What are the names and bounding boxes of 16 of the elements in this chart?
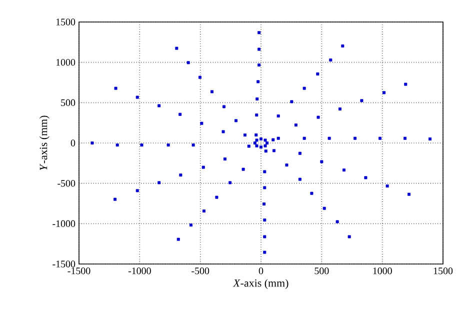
x-tick-label: 0 (258, 268, 264, 274)
y-tick-label: 500 (61, 99, 76, 106)
x-axis-title: X-axis (mm) (232, 279, 288, 290)
x-tick-label: -500 (192, 268, 210, 274)
x-tick-label: 1000 (373, 268, 392, 274)
x-tick-label: -1500 (68, 268, 90, 274)
x-tick-label: 1500 (434, 268, 453, 274)
y-tick-label: 1000 (56, 58, 76, 66)
y-axis-title: Y-axis (mm) (39, 116, 50, 170)
x-tick-label: -1000 (128, 268, 151, 274)
y-tick-label: 1500 (56, 18, 76, 26)
y-tick-label: -1500 (52, 260, 76, 268)
x-tick-label: 500 (314, 268, 329, 274)
y-tick-label: -500 (58, 180, 76, 187)
y-tick-label: -1000 (52, 220, 76, 228)
y-tick-label: 0 (70, 140, 76, 146)
